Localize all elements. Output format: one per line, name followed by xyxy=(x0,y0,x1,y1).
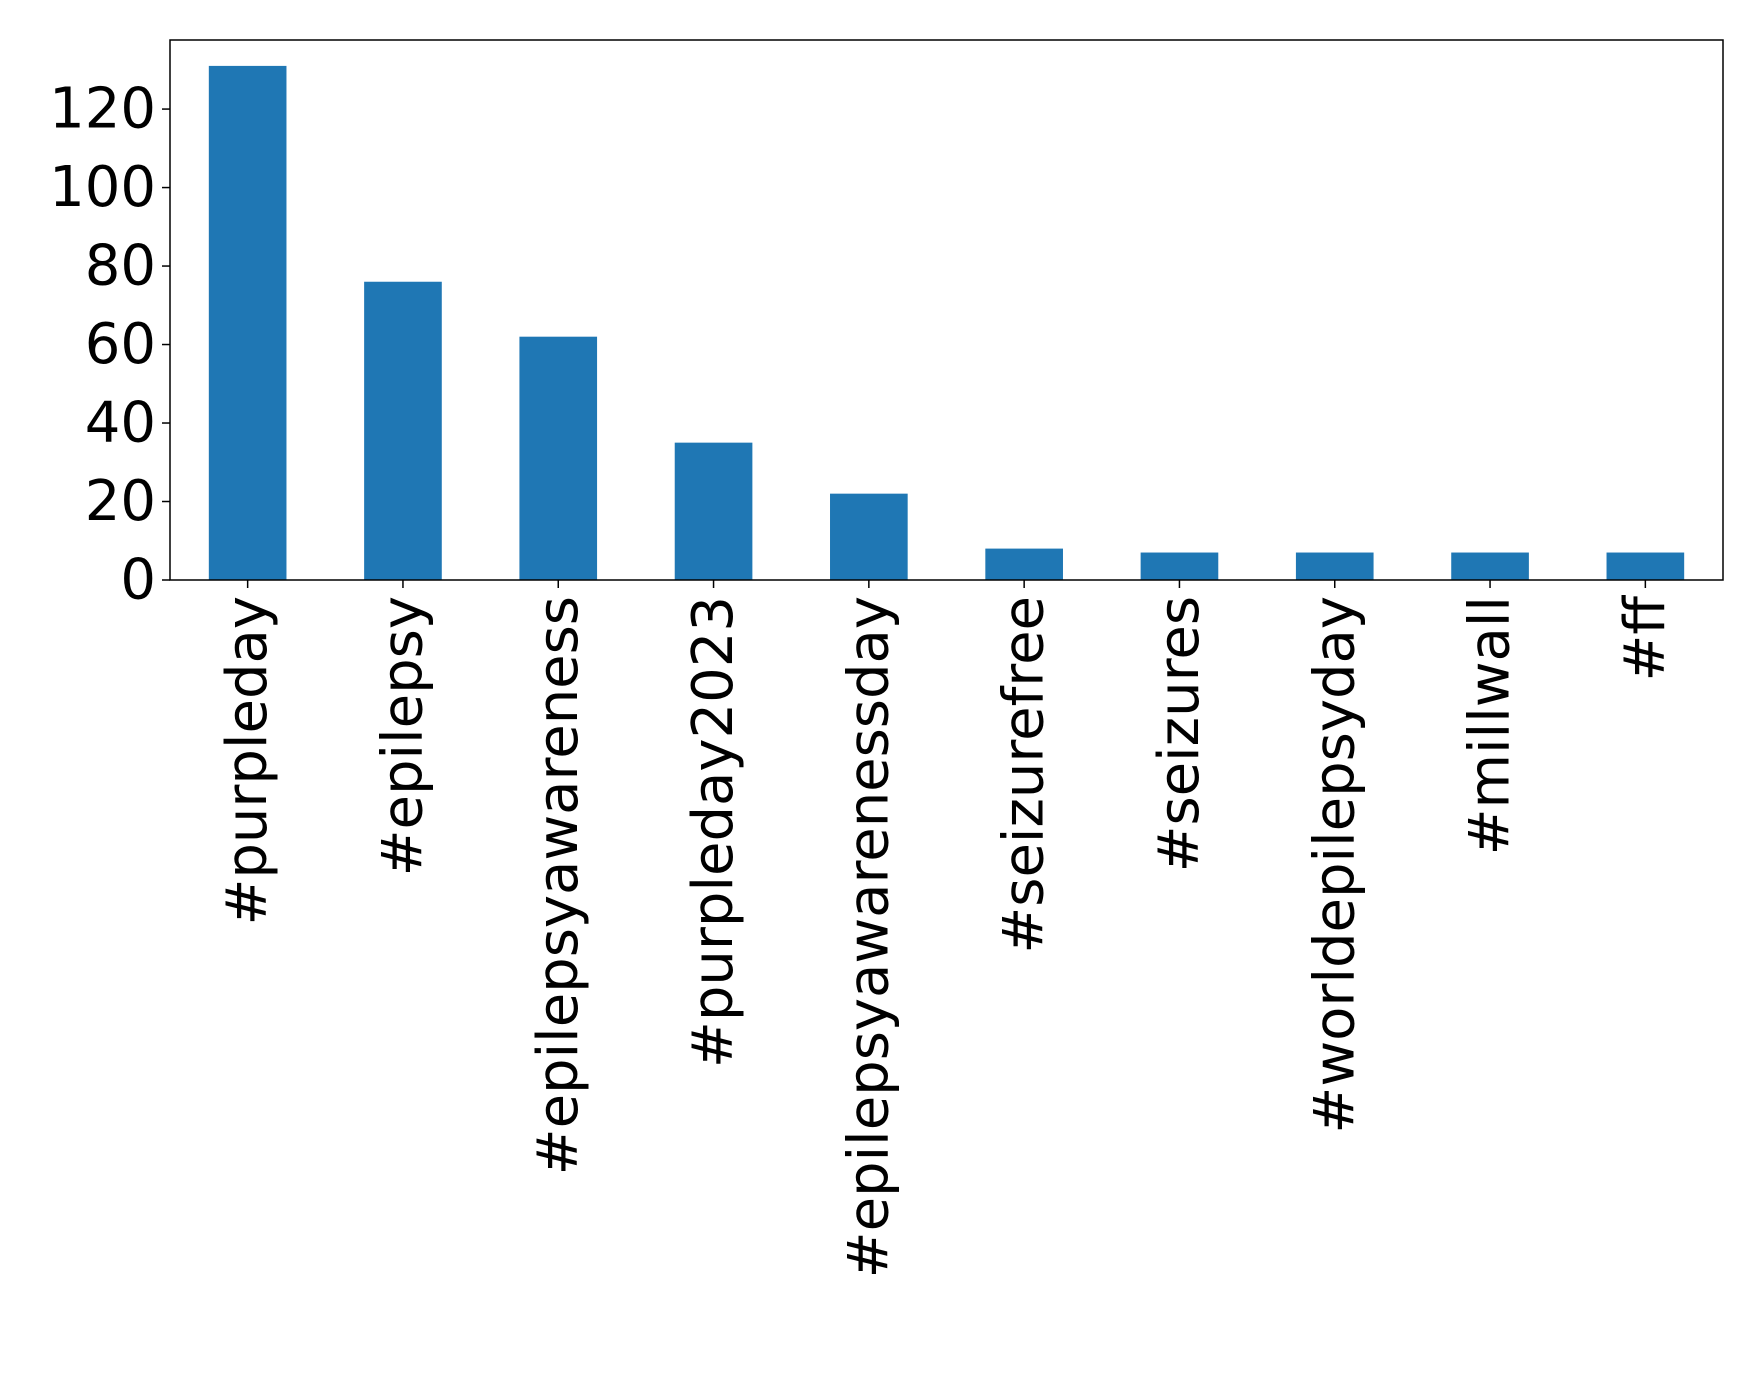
bar-seizurefree xyxy=(985,548,1063,580)
bar-purpleday2023 xyxy=(674,442,753,580)
y-tick-label: 20 xyxy=(85,469,156,534)
x-tick-label: #millwall xyxy=(1458,596,1523,855)
x-tick-label: #seizurefree xyxy=(992,596,1057,954)
x-tick-label: #seizures xyxy=(1147,596,1212,872)
y-tick-label: 120 xyxy=(49,77,156,142)
x-tick-label: #epilepsyawareness xyxy=(526,596,591,1175)
x-tick-label: #purpleday2023 xyxy=(681,596,746,1068)
x-tick-label: #worldepilepsyday xyxy=(1302,596,1367,1134)
plot-area xyxy=(208,65,1685,580)
x-axis: #purpleday #epilepsy #epilepsyawareness #pu… xyxy=(215,580,1678,1278)
bar-purpleday xyxy=(208,65,287,580)
x-tick-label: #ff xyxy=(1613,595,1678,682)
y-tick-label: 80 xyxy=(85,234,156,299)
bar-epilepsyawarenessday xyxy=(830,493,908,580)
y-tick-label: 40 xyxy=(85,391,156,456)
y-tick-label: 100 xyxy=(49,155,156,220)
bar-ff xyxy=(1606,552,1685,580)
x-tick-label: #purpleday xyxy=(215,596,280,926)
x-tick-label: #epilepsyawarenessday xyxy=(836,596,901,1278)
y-tick-label: 60 xyxy=(85,312,156,377)
bar-seizures xyxy=(1140,552,1219,580)
y-tick-label: 0 xyxy=(120,548,156,613)
axes-frame xyxy=(169,39,1724,581)
y-axis: 0 20 40 60 80 100 120 xyxy=(49,77,170,613)
x-tick-label: #epilepsy xyxy=(370,596,435,876)
bar-epilepsy xyxy=(364,281,442,580)
bar-epilepsyawareness xyxy=(519,336,598,580)
bar-millwall xyxy=(1451,552,1529,580)
bar-worldepilepsyday xyxy=(1295,552,1374,580)
